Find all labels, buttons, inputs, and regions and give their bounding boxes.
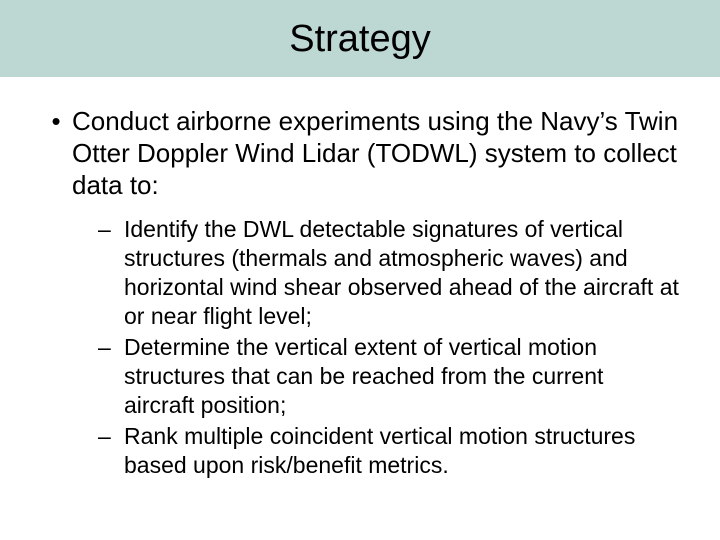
sub-bullet: – Determine the vertical extent of verti… xyxy=(98,333,680,420)
sub-bullet-text: Determine the vertical extent of vertica… xyxy=(124,333,680,420)
sub-bullet-list: – Identify the DWL detectable signatures… xyxy=(40,215,680,480)
title-bar: Strategy xyxy=(0,0,720,77)
sub-bullet: – Rank multiple coincident vertical moti… xyxy=(98,422,680,480)
main-bullet-text: Conduct airborne experiments using the N… xyxy=(72,105,680,201)
bullet-marker: • xyxy=(40,105,72,137)
sub-bullet-text: Rank multiple coincident vertical motion… xyxy=(124,422,680,480)
sub-bullet: – Identify the DWL detectable signatures… xyxy=(98,215,680,331)
slide-title: Strategy xyxy=(289,18,431,60)
sub-bullet-text: Identify the DWL detectable signatures o… xyxy=(124,215,680,331)
main-bullet: • Conduct airborne experiments using the… xyxy=(40,105,680,201)
sub-bullet-marker: – xyxy=(98,215,124,244)
sub-bullet-marker: – xyxy=(98,422,124,451)
slide-content: • Conduct airborne experiments using the… xyxy=(0,77,720,480)
sub-bullet-marker: – xyxy=(98,333,124,362)
